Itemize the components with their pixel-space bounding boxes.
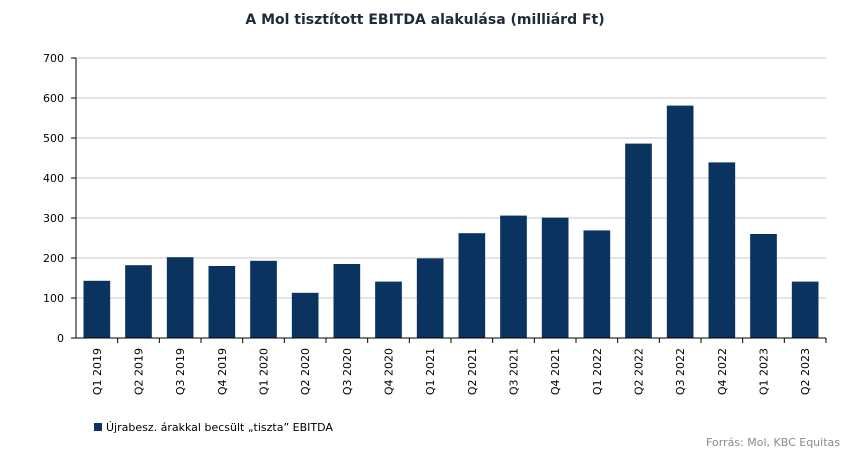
y-tick-label: 100 bbox=[43, 292, 64, 305]
bar-q1-2022 bbox=[583, 230, 611, 338]
legend-swatch bbox=[94, 423, 102, 431]
bar-q4-2021 bbox=[541, 217, 569, 338]
x-tick-label: Q1 2023 bbox=[758, 348, 771, 395]
x-tick-label: Q1 2022 bbox=[591, 348, 604, 395]
bar-q2-2019 bbox=[125, 265, 152, 338]
x-tick-label: Q1 2021 bbox=[424, 348, 437, 395]
bars bbox=[83, 105, 819, 338]
x-tick-label: Q2 2023 bbox=[799, 348, 812, 395]
bar-q2-2022 bbox=[625, 143, 652, 338]
y-tick-label: 300 bbox=[43, 212, 64, 225]
bar-q1-2021 bbox=[416, 258, 444, 338]
x-tick-label: Q2 2022 bbox=[633, 348, 646, 395]
bar-q3-2019 bbox=[166, 257, 194, 338]
bar-q3-2021 bbox=[500, 215, 527, 338]
legend: Újrabesz. árakkal becsült „tiszta” EBITD… bbox=[94, 421, 333, 434]
y-tick-label: 200 bbox=[43, 252, 64, 265]
legend-label: Újrabesz. árakkal becsült „tiszta” EBITD… bbox=[106, 421, 333, 434]
bar-q4-2019 bbox=[208, 266, 236, 338]
x-tick-label: Q4 2019 bbox=[216, 348, 229, 395]
x-tick-label: Q4 2020 bbox=[383, 348, 396, 395]
y-tick-label: 600 bbox=[43, 92, 64, 105]
bar-q3-2022 bbox=[666, 105, 694, 338]
y-tick-label: 700 bbox=[43, 52, 64, 65]
gridlines bbox=[76, 57, 826, 299]
x-tick-label: Q2 2019 bbox=[133, 348, 146, 395]
y-tick-label: 500 bbox=[43, 132, 64, 145]
bar-q4-2020 bbox=[375, 281, 402, 338]
x-tick-label: Q3 2021 bbox=[508, 348, 521, 395]
bar-q1-2020 bbox=[250, 260, 277, 338]
bar-q2-2021 bbox=[458, 233, 486, 338]
bar-q1-2023 bbox=[750, 234, 777, 338]
bar-q3-2020 bbox=[333, 264, 361, 338]
bar-q2-2020 bbox=[291, 292, 319, 338]
x-tick-label: Q3 2020 bbox=[341, 348, 354, 395]
bar-q1-2019 bbox=[83, 280, 111, 338]
x-tick-label: Q1 2020 bbox=[258, 348, 271, 395]
bar-q2-2023 bbox=[791, 281, 819, 338]
chart-title: A Mol tisztított EBITDA alakulása (milli… bbox=[245, 12, 604, 28]
x-tick-labels: Q1 2019 Q2 2019 Q3 2019 Q4 2019 Q1 2020 Q2 20… bbox=[91, 348, 812, 395]
x-tick-label: Q4 2021 bbox=[549, 348, 562, 395]
source-note: Forrás: Mol, KBC Equitas bbox=[706, 436, 840, 449]
y-tick-label: 400 bbox=[43, 172, 64, 185]
x-tick-label: Q2 2021 bbox=[466, 348, 479, 395]
x-tick-label: Q1 2019 bbox=[91, 348, 104, 395]
x-tick-label: Q3 2022 bbox=[674, 348, 687, 395]
y-tick-labels: 0 100 200 300 400 500 600 700 bbox=[43, 52, 64, 345]
y-tick-label: 0 bbox=[57, 332, 64, 345]
x-tick-label: Q2 2020 bbox=[299, 348, 312, 395]
x-tick-label: Q4 2022 bbox=[716, 348, 729, 395]
bar-q4-2022 bbox=[708, 162, 736, 338]
x-tick-label: Q3 2019 bbox=[174, 348, 187, 395]
axes bbox=[71, 57, 827, 343]
